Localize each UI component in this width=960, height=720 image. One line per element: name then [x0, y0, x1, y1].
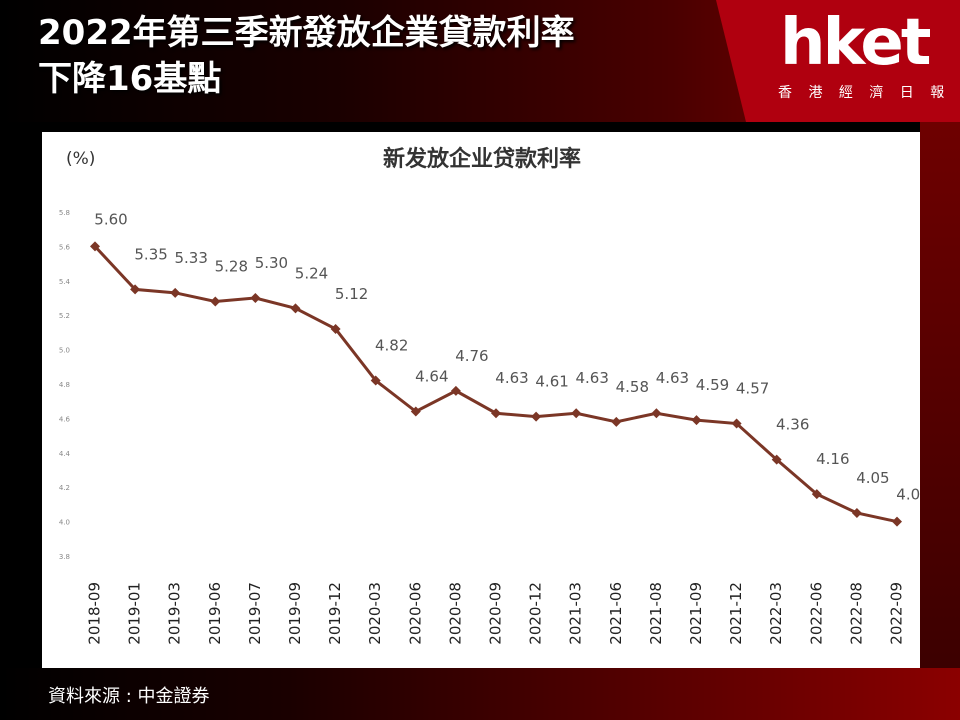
data-point [651, 408, 662, 419]
data-label: 4.63 [656, 369, 689, 387]
data-point [290, 303, 301, 314]
y-tick-label: 4.6 [59, 415, 71, 423]
y-tick-label: 4.8 [59, 381, 70, 389]
y-tick-label: 4.2 [59, 484, 70, 492]
y-tick-label: 5.2 [59, 312, 70, 320]
data-label: 4.61 [535, 373, 568, 391]
data-point [531, 411, 542, 422]
x-tick-label: 2019-09 [286, 582, 304, 645]
y-tick-label: 4.0 [59, 519, 70, 527]
data-point [571, 408, 582, 419]
data-label: 4.76 [455, 347, 488, 365]
page-title: 2022年第三季新發放企業貸款利率 下降16基點 [38, 10, 575, 102]
data-point [170, 287, 181, 298]
hket-logo-subtitle: 香 港 經 濟 日 報 [778, 85, 951, 101]
data-label: 5.30 [255, 254, 288, 272]
x-tick-label: 2021-03 [567, 582, 585, 645]
data-label: 4.16 [816, 450, 849, 468]
data-label: 5.24 [295, 264, 328, 282]
data-label: 4.00 [896, 486, 920, 504]
data-point [90, 241, 100, 252]
data-point [130, 284, 141, 295]
y-unit-label: (%) [66, 149, 95, 169]
x-tick-label: 2020-12 [527, 582, 545, 645]
chart-panel: 新发放企业贷款利率 (%) 3.8 4.0 4.2 4.4 4.6 4.8 5.0 5.2 5.… [42, 132, 920, 668]
x-tick-label: 2021-06 [607, 582, 625, 645]
data-point [370, 375, 381, 386]
y-tick-label: 5.0 [59, 347, 70, 355]
data-label: 4.64 [415, 368, 448, 386]
data-label: 4.05 [856, 469, 889, 487]
data-label: 5.60 [94, 210, 127, 228]
title-line-2: 下降16基點 [38, 59, 222, 99]
source-note: 資料來源 : 中金證券 [48, 686, 210, 707]
x-tick-label: 2022-03 [767, 582, 785, 645]
data-point [611, 416, 622, 427]
left-border [0, 122, 42, 690]
x-tick-label: 2021-12 [727, 582, 745, 645]
data-label: 5.35 [134, 245, 167, 263]
data-label: 4.59 [696, 376, 729, 394]
data-point [892, 516, 902, 527]
data-point [250, 293, 261, 303]
x-tick-label: 2019-06 [206, 582, 224, 645]
x-tick-label: 2019-01 [126, 582, 144, 645]
chart-title: 新发放企业贷款利率 [383, 146, 581, 172]
data-point [491, 408, 501, 419]
header-banner: 2022年第三季新發放企業貸款利率 下降16基點 hket 香 港 經 濟 日 … [0, 0, 960, 122]
x-tick-label: 2022-06 [807, 582, 825, 645]
x-tick-label: 2018-09 [86, 582, 104, 645]
data-label: 4.82 [375, 337, 408, 355]
data-point [691, 415, 702, 426]
y-tick-label: 3.8 [59, 553, 70, 561]
data-point [731, 418, 742, 429]
data-label: 5.12 [335, 285, 368, 303]
x-tick-label: 2019-03 [166, 582, 184, 645]
title-line-1: 2022年第三季新發放企業貸款利率 [38, 13, 575, 53]
x-tick-label: 2021-08 [647, 582, 665, 645]
right-border [920, 122, 960, 690]
x-tick-label: 2020-08 [446, 582, 464, 645]
x-tick-label: 2022-08 [847, 582, 865, 645]
data-point [330, 323, 341, 334]
y-tick-label: 5.8 [59, 209, 70, 217]
data-point [851, 508, 862, 518]
data-point [450, 385, 461, 396]
x-tick-label: 2022-09 [888, 582, 906, 645]
data-point [771, 454, 782, 465]
x-tick-label: 2019-12 [326, 582, 344, 645]
data-label: 4.36 [776, 416, 809, 434]
hket-logo: hket [780, 6, 931, 80]
x-tick-label: 2019-07 [246, 582, 264, 645]
data-label: 4.63 [575, 369, 608, 387]
data-label: 4.58 [616, 378, 649, 396]
data-point [410, 406, 421, 417]
data-point [811, 489, 822, 500]
footer-bar [0, 668, 960, 720]
logo-background [716, 0, 960, 122]
y-tick-label: 4.4 [59, 450, 71, 458]
x-tick-label: 2020-09 [487, 582, 505, 645]
x-tick-label: 2020-03 [366, 582, 384, 645]
x-tick-label: 2021-09 [687, 582, 705, 645]
data-label: 4.57 [736, 380, 769, 398]
data-point [210, 296, 221, 307]
y-tick-label: 5.6 [59, 243, 71, 251]
line-chart: 新发放企业贷款利率 (%) 3.8 4.0 4.2 4.4 4.6 4.8 5.0 5.2 5.… [59, 146, 920, 645]
data-label: 5.28 [215, 257, 248, 275]
x-tick-label: 2020-06 [406, 582, 424, 645]
data-label: 5.33 [174, 249, 207, 267]
y-tick-label: 5.4 [59, 278, 71, 286]
data-label: 4.63 [495, 369, 528, 387]
